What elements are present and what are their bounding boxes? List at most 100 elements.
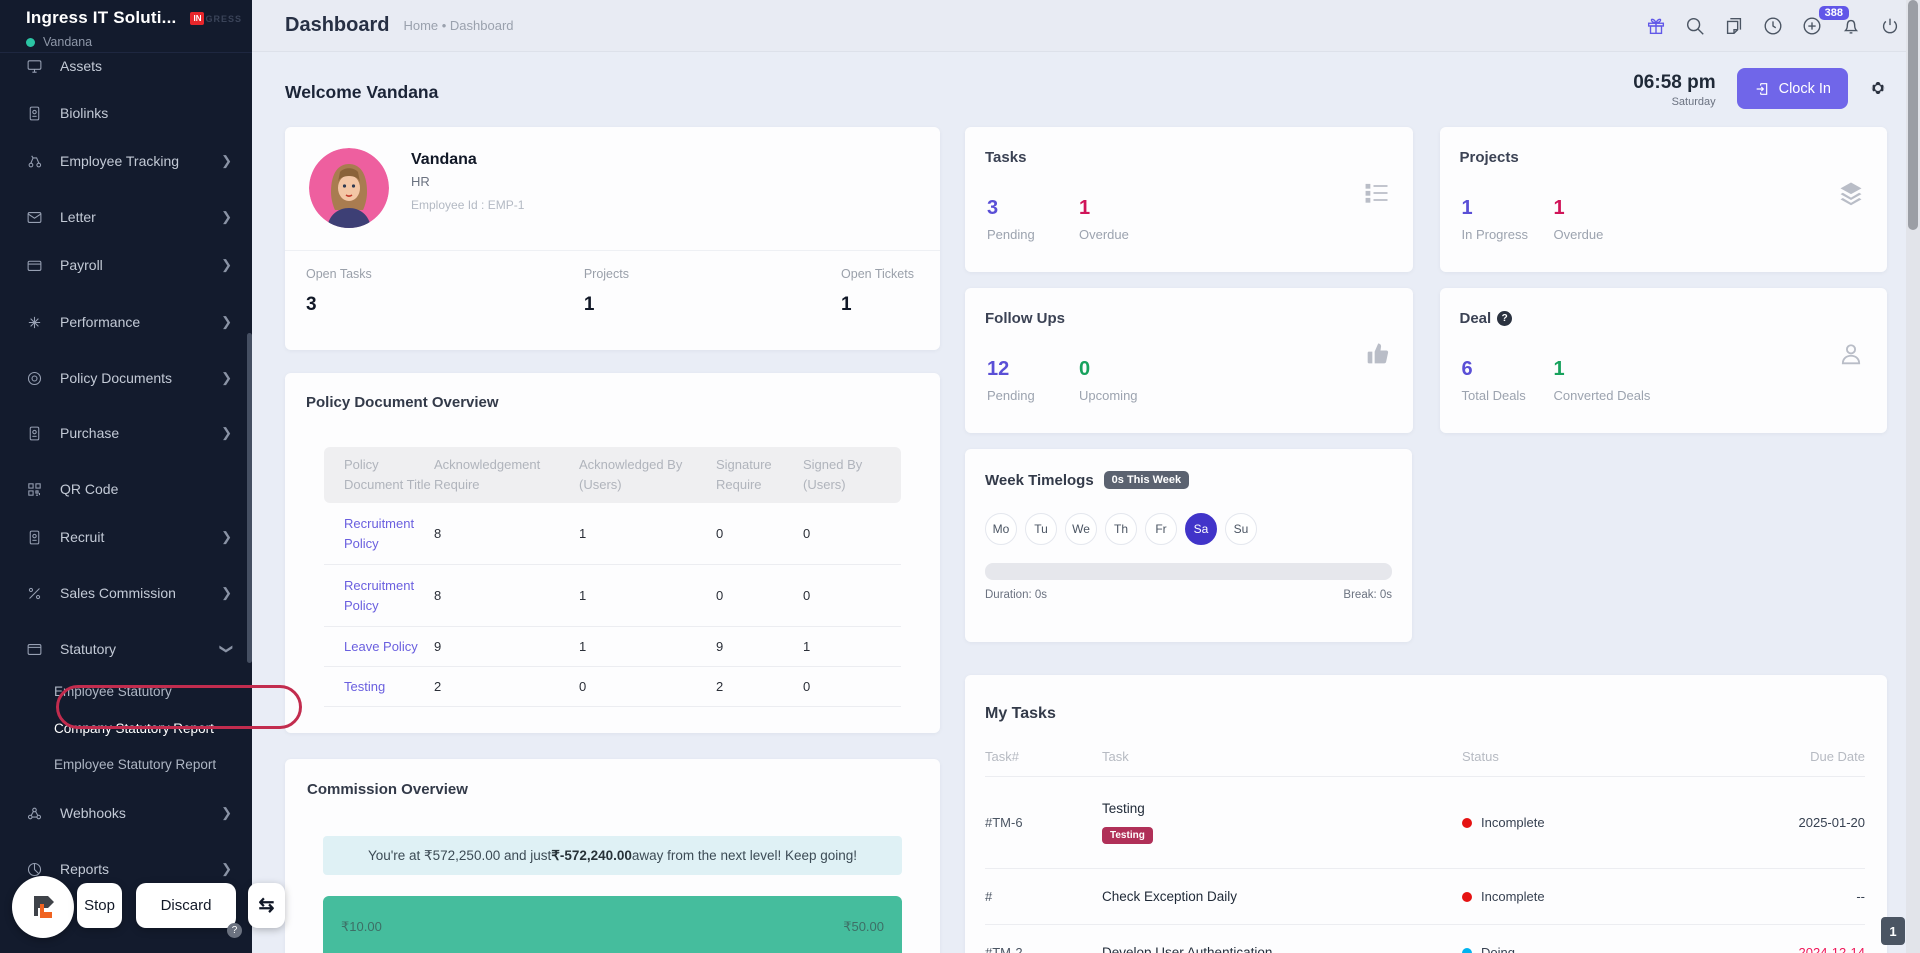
followups-card-title: Follow Ups [985, 310, 1065, 327]
stat-value: 3 [306, 294, 317, 315]
duration-label: Duration: 0s [985, 589, 1048, 601]
metric-value: 0 [1079, 358, 1091, 380]
scrollbar-thumb[interactable] [1908, 0, 1918, 230]
sidebar-item-letter[interactable]: Letter ❯ [26, 204, 232, 230]
breadcrumb[interactable]: Home • Dashboard [403, 18, 514, 33]
commission-message-pre: You're at ₹572,250.00 and just [367, 847, 552, 863]
sidebar-item-assets[interactable]: Assets [26, 53, 232, 79]
monitor-icon [27, 59, 42, 73]
profile-role: HR [411, 174, 430, 189]
stat-label: Projects [583, 267, 629, 281]
chevron-right-icon: ❯ [221, 370, 232, 385]
stop-button[interactable]: Stop [77, 883, 122, 928]
task-due-date: 2025-01-20 [1798, 815, 1866, 830]
col-header: Task [1102, 749, 1129, 764]
gear-icon[interactable] [1869, 79, 1887, 102]
commission-message-amount: ₹-572,240.00 [551, 847, 632, 863]
task-row: #TM-6 Testing Testing Incomplete 2025-01… [985, 777, 1865, 869]
sidebar-item-purchase[interactable]: Purchase ❯ [26, 420, 232, 446]
day-th[interactable]: Th [1105, 513, 1137, 545]
col-header: Acknowledged By (Users) [579, 457, 683, 493]
page-number-badge[interactable]: 1 [1881, 917, 1905, 945]
col-header: Task# [985, 749, 1019, 764]
help-question-icon[interactable]: ? [1497, 311, 1513, 326]
policy-link[interactable]: Recruitment Policy [344, 516, 415, 551]
pie-chart-icon [27, 862, 42, 876]
task-title[interactable]: Check Exception Daily [1102, 889, 1238, 904]
sidebar-item-qr-code[interactable]: QR Code [26, 476, 232, 502]
day-fr[interactable]: Fr [1145, 513, 1177, 545]
sidebar-item-employee-tracking[interactable]: Employee Tracking ❯ [26, 148, 232, 174]
recorder-logo[interactable] [12, 876, 74, 938]
sidebar-item-payroll[interactable]: Payroll ❯ [26, 252, 232, 278]
task-id: # [985, 889, 993, 904]
policy-link[interactable]: Testing [344, 679, 386, 695]
divider [285, 250, 940, 251]
sidebar-item-biolinks[interactable]: Biolinks [26, 100, 232, 126]
policy-link[interactable]: Recruitment Policy [344, 578, 415, 613]
tracking-icon [28, 155, 42, 167]
week-days: Mo Tu We Th Fr Sa Su [985, 513, 1392, 545]
sidebar-item-label: Assets [60, 58, 103, 74]
policy-link[interactable]: Leave Policy [344, 639, 418, 655]
sidebar-subitem-employee-statutory-report[interactable]: Employee Statutory Report [54, 752, 232, 776]
sidebar-item-label: Biolinks [60, 105, 109, 121]
sidebar-item-recruit[interactable]: Recruit ❯ [26, 524, 232, 550]
week-total-badge: 0s This Week [1103, 471, 1190, 489]
thumbs-up-icon [1363, 340, 1391, 373]
recorder-logo-icon [34, 896, 54, 918]
bell-icon[interactable] [1840, 15, 1862, 37]
sidebar-item-sales-commission[interactable]: Sales Commission ❯ [26, 580, 232, 606]
task-title[interactable]: Testing [1102, 801, 1145, 816]
chevron-right-icon: ❯ [221, 861, 232, 876]
subitem-label: Company Statutory Report [54, 720, 214, 736]
status-dot-red [1462, 891, 1472, 902]
brand-title: Ingress IT Soluti... [26, 8, 177, 27]
notification-count-badge[interactable]: 388 [1818, 5, 1849, 20]
topbar: Dashboard Home • Dashboard [252, 0, 1920, 52]
sidebar: Ingress IT Soluti... Vandana IN GRESS As… [0, 0, 302, 953]
day-we[interactable]: We [1065, 513, 1097, 545]
notes-icon[interactable] [1723, 15, 1745, 37]
task-cell[interactable]: Testing Testing [1102, 801, 1462, 844]
sidebar-item-label: Recruit [60, 529, 105, 545]
status-dot-blue [1462, 947, 1472, 953]
projects-card-title: Projects [1459, 149, 1519, 166]
swap-button[interactable]: ⇆ [248, 883, 285, 928]
sidebar-item-label: Sales Commission [60, 585, 176, 601]
wallet-icon [27, 260, 42, 271]
profile-card: Vandana HR Employee Id : EMP-1 Open Task… [285, 127, 940, 350]
sidebar-item-reports[interactable]: Reports ❯ [26, 856, 232, 882]
sidebar-item-webhooks[interactable]: Webhooks ❯ [26, 800, 232, 826]
task-status: Incomplete [1462, 815, 1755, 830]
status-dot-red [1462, 817, 1472, 828]
clock-icon[interactable] [1762, 15, 1784, 37]
sidebar-subitem-employee-statutory[interactable]: Employee Statutory [54, 679, 232, 703]
gift-icon[interactable] [1645, 15, 1667, 37]
col-header: Signed By (Users) [803, 457, 863, 493]
sidebar-item-statutory[interactable]: Statutory ❯ [26, 636, 235, 662]
task-title[interactable]: Develop User Authentication [1102, 945, 1273, 953]
day-su[interactable]: Su [1225, 513, 1257, 545]
policy-card-title: Policy Document Overview [306, 394, 499, 411]
stat-value: 1 [583, 294, 595, 315]
search-icon[interactable] [1684, 15, 1706, 37]
sidebar-subitem-company-statutory-report[interactable]: Company Statutory Report [54, 685, 302, 740]
sidebar-scrollbar[interactable] [247, 333, 252, 663]
day-tu[interactable]: Tu [1025, 513, 1057, 545]
page-scrollbar[interactable] [1906, 0, 1920, 953]
sidebar-item-label: Webhooks [60, 805, 126, 821]
clock-in-button[interactable]: Clock In [1736, 68, 1848, 109]
day-sa-active[interactable]: Sa [1185, 513, 1217, 545]
projects-overdue-metric: 1 Overdue [1554, 197, 1646, 242]
day-mo[interactable]: Mo [985, 513, 1017, 545]
help-badge[interactable]: ? [227, 923, 242, 938]
plus-circle-icon[interactable] [1801, 15, 1823, 37]
sidebar-item-policy-documents[interactable]: Policy Documents ❯ [26, 365, 232, 391]
chevron-down-icon: ❯ [219, 643, 235, 655]
discard-button[interactable]: Discard [136, 883, 236, 928]
qr-code-icon [28, 482, 41, 496]
profile-name: Vandana [411, 151, 477, 168]
power-icon[interactable] [1879, 15, 1901, 37]
sidebar-item-performance[interactable]: Performance ❯ [26, 309, 232, 335]
